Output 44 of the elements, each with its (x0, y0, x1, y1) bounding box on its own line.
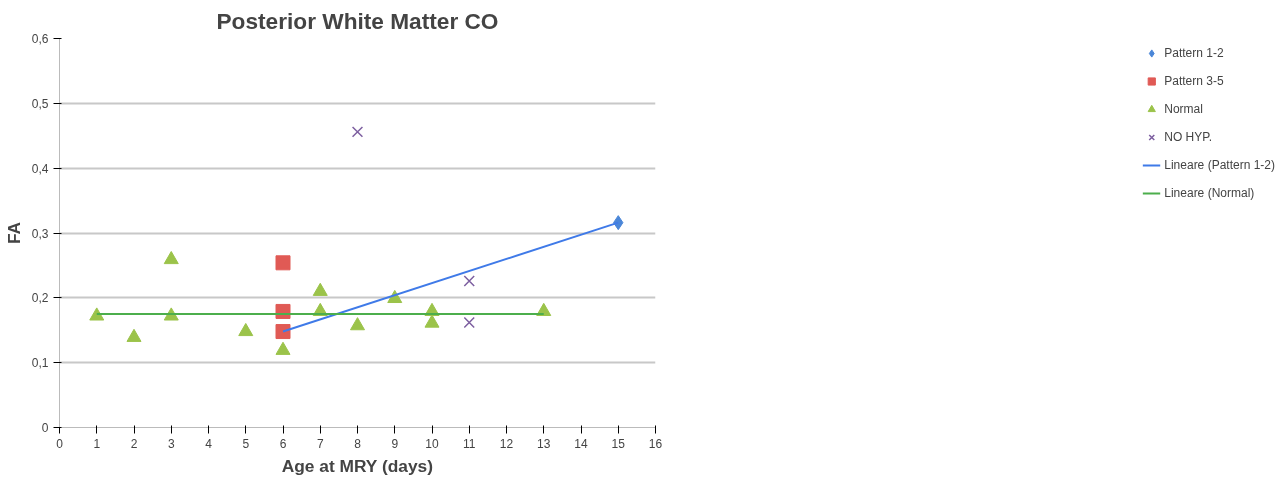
legend-label: Lineare (Normal) (1164, 186, 1255, 200)
y-tick-label: 0,6 (31, 32, 49, 46)
chart-title: Posterior White Matter CO (216, 7, 499, 34)
legend-label: Pattern 3-5 (1164, 74, 1224, 88)
y-axis-title: FA (3, 221, 24, 245)
point (351, 126, 364, 138)
x-tick-label: 6 (279, 436, 287, 451)
legend-label: Pattern 1-2 (1164, 46, 1224, 60)
x-tick-label: 12 (499, 436, 514, 451)
x-tick-label: 7 (316, 436, 324, 451)
point (238, 322, 254, 337)
x-tick-label: 10 (425, 436, 439, 451)
x-tick-label: 14 (574, 436, 588, 451)
x-tick-label: 15 (611, 436, 626, 451)
point (163, 251, 179, 265)
x-tick-label: 3 (167, 436, 175, 451)
y-tick-label: 0,2 (31, 291, 49, 306)
x-tick-label: 9 (391, 436, 399, 451)
point (275, 255, 291, 271)
x-tick-label: 1 (93, 436, 101, 451)
point (463, 316, 475, 329)
x-tick-label: 2 (130, 436, 138, 451)
x-tick-label: 16 (648, 436, 663, 451)
y-tick-label: 0,1 (31, 356, 49, 371)
point (424, 314, 440, 328)
y-tick-label: 0,5 (31, 96, 49, 111)
x-tick-label: 4 (205, 436, 213, 451)
x-tick-label: 0 (56, 436, 64, 451)
x-tick-label: 13 (537, 436, 551, 451)
y-tick-label: 0,4 (31, 161, 49, 176)
point (463, 275, 475, 287)
point (350, 317, 365, 331)
x-tick-label: 5 (242, 436, 250, 451)
point (275, 341, 291, 355)
x-tick-label: 8 (354, 436, 362, 451)
point (312, 282, 328, 296)
y-tick-label: 0 (41, 421, 49, 435)
point (126, 328, 142, 342)
legend-label: NO HYP. (1164, 130, 1213, 144)
legend-label: Normal (1164, 102, 1203, 116)
y-tick-label: 0,3 (31, 226, 49, 241)
legend-label: Lineare (Pattern 1-2) (1164, 158, 1275, 172)
x-axis-title: Age at MRY (days) (281, 455, 433, 476)
x-tick-label: 11 (463, 436, 476, 451)
